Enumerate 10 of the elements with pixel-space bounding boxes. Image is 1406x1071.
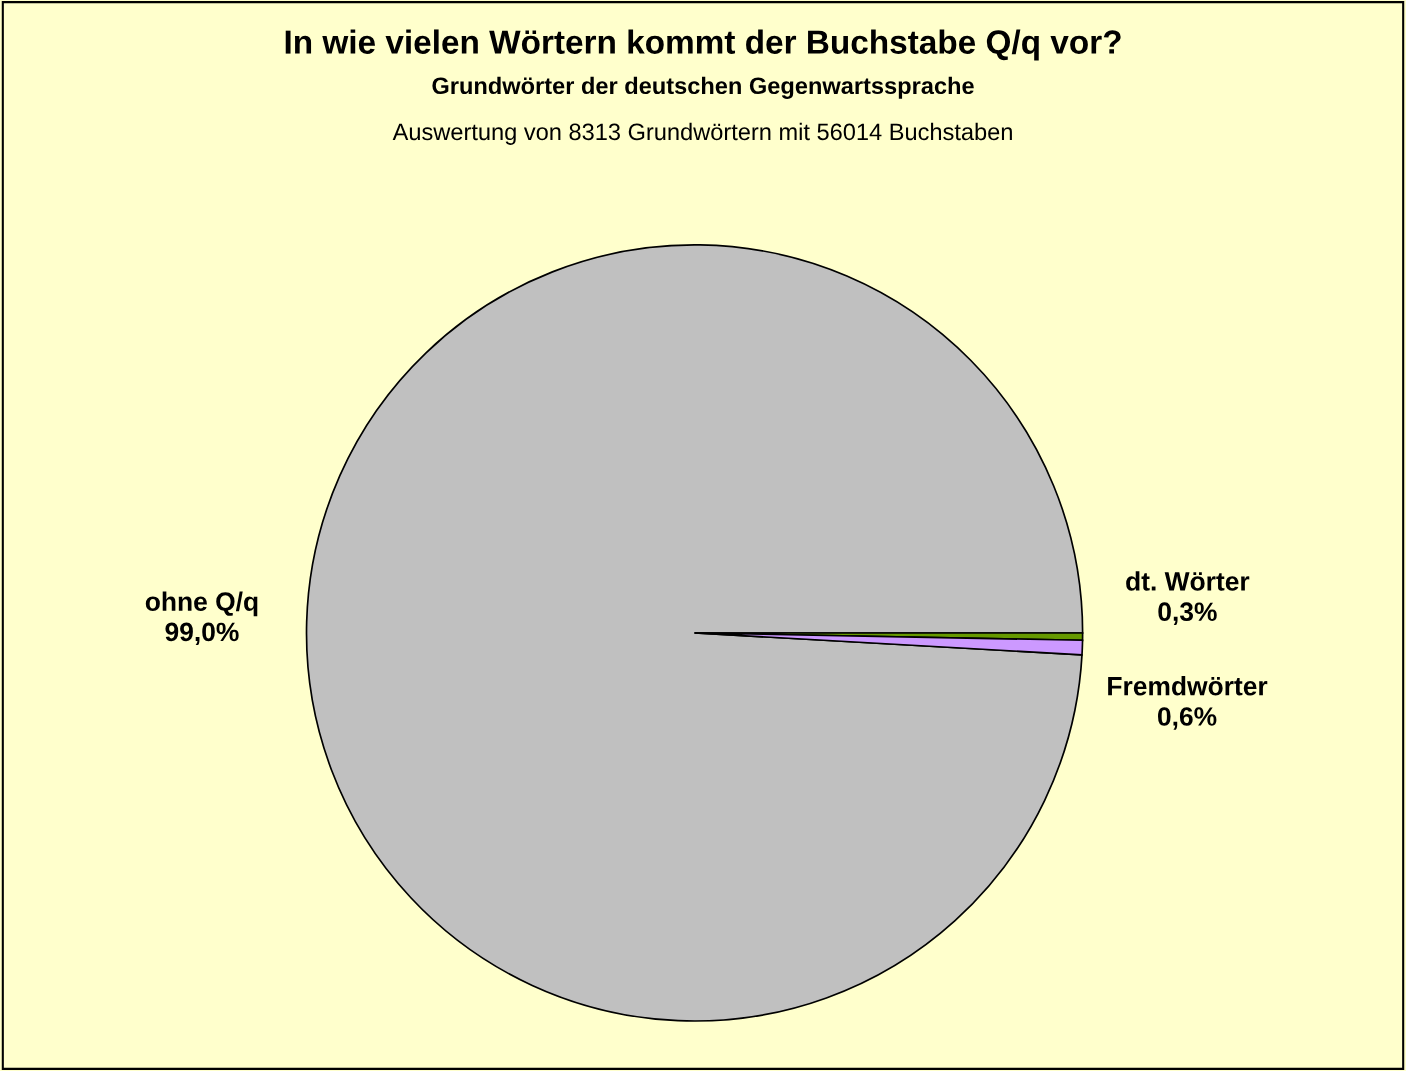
chart-subtitle: Grundwörter der deutschen Gegenwartssprache — [432, 76, 974, 99]
slice-label: ohne Q/q — [145, 591, 258, 617]
chart-title: In wie vielen Wörtern kommt der Buchstabe Q/q vor? — [285, 29, 1121, 61]
data-label: 99,0% — [165, 622, 239, 646]
slice-label: dt. Wörter — [1126, 571, 1250, 591]
data-label: 0,6% — [1158, 707, 1217, 730]
text: Auswertung von 8313 Grundwörtern mit 56014 Buchstaben — [392, 122, 1012, 145]
pie-slice — [305, 244, 1084, 1022]
data-label: 0,3% — [1158, 602, 1217, 625]
slice-label: Fremdwörter — [1108, 676, 1268, 696]
